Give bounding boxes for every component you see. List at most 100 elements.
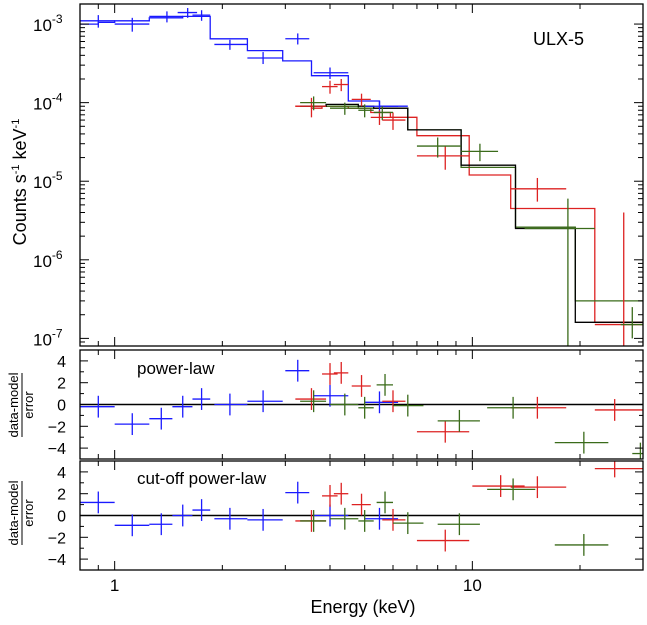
green-data-point xyxy=(300,390,327,413)
red-data-point xyxy=(416,146,470,170)
green-data-point xyxy=(487,396,536,419)
powerlaw-panel-title: power-law xyxy=(137,359,215,378)
red-data-point xyxy=(351,493,371,516)
y-tick-label-exponent: -7 xyxy=(52,326,63,340)
blue-data-point xyxy=(149,11,183,23)
spectrum-y-axis-label: Counts s-1 keV-1 xyxy=(10,119,30,246)
spectrum-title: ULX-5 xyxy=(533,29,584,49)
y-tick-label: 10-5 xyxy=(33,169,63,192)
blue-data-point xyxy=(172,395,193,418)
green-data-point xyxy=(416,137,462,158)
y-tick-label-base: 10 xyxy=(33,173,52,192)
plot-layer xyxy=(80,8,643,556)
cutoff-ylabel-denominator: error xyxy=(21,499,36,527)
y-tick-label: −4 xyxy=(48,441,66,458)
green-data-point xyxy=(392,394,424,417)
red-data-point xyxy=(322,484,338,507)
y-tick-label: 0 xyxy=(57,509,66,526)
blue-data-point xyxy=(114,413,150,436)
red-data-point xyxy=(594,461,643,478)
green-data-point xyxy=(330,507,359,530)
y-tick-label: −2 xyxy=(48,530,66,547)
green-data-point xyxy=(300,510,327,532)
green-data-point xyxy=(524,198,595,346)
blue-data-point xyxy=(214,393,248,416)
red-data-point xyxy=(322,80,338,94)
x-tick-label: 10 xyxy=(463,576,482,595)
red-data-point xyxy=(295,388,327,410)
blue-data-point xyxy=(192,388,211,410)
powerlaw-y-axis-label: data-model error xyxy=(6,372,36,437)
green-data-point xyxy=(392,512,424,535)
red-model-step xyxy=(295,105,643,323)
y-tick-label-base: 10 xyxy=(33,252,52,271)
y-tick-label-base: 10 xyxy=(33,95,52,114)
powerlaw-ylabel-denominator: error xyxy=(21,391,36,419)
ylabel-sup2: -1 xyxy=(10,119,22,129)
blue-data-point xyxy=(114,514,150,537)
green-data-point xyxy=(632,442,643,459)
spectrum-frame xyxy=(79,3,644,347)
blue-data-point xyxy=(285,33,310,45)
green-data-point xyxy=(358,104,374,118)
ylabel-base: Counts s xyxy=(10,174,30,245)
y-tick-label: 2 xyxy=(57,376,66,393)
y-tick-label-exponent: -4 xyxy=(52,91,63,105)
red-data-point xyxy=(351,375,371,397)
blue-data-point xyxy=(214,39,248,50)
y-tick-label-base: 10 xyxy=(33,16,52,35)
green-data-point xyxy=(487,478,536,501)
green-model-step xyxy=(300,105,643,302)
green-data-point xyxy=(373,106,393,121)
green-data-point xyxy=(376,491,393,514)
blue-data-point xyxy=(247,52,283,65)
red-data-point xyxy=(382,112,406,130)
red-data-point xyxy=(416,529,470,552)
y-tick-label: 10-4 xyxy=(33,91,63,114)
blue-data-point xyxy=(313,384,349,407)
cutoff-ylabel-numerator: data-model xyxy=(6,480,21,545)
y-tick-label: 0 xyxy=(57,398,66,415)
blue-data-point xyxy=(177,8,198,18)
green-data-point xyxy=(554,534,609,556)
x-axis-label: Energy (keV) xyxy=(310,597,415,617)
y-tick-label-exponent: -5 xyxy=(52,169,63,183)
red-data-point xyxy=(594,399,643,421)
cutoff-panel-title: cut-off power-law xyxy=(137,469,267,488)
ylabel-sup1: -1 xyxy=(10,164,22,174)
blue-data-point xyxy=(192,499,211,521)
y-tick-label: 10-3 xyxy=(33,12,63,35)
blue-data-point xyxy=(285,359,310,382)
y-tick-label-exponent: -6 xyxy=(52,248,63,262)
blue-data-point xyxy=(149,513,173,536)
blue-data-point xyxy=(247,390,283,413)
y-tick-label: −2 xyxy=(48,419,66,436)
residuals-cutoff-marks xyxy=(80,461,643,556)
blue-data-point xyxy=(149,407,173,430)
y-tick-label: −4 xyxy=(48,552,66,569)
green-data-point xyxy=(554,431,609,454)
red-data-point xyxy=(594,212,643,346)
red-data-point xyxy=(333,361,349,384)
y-tick-label: 4 xyxy=(57,465,66,482)
red-data-point xyxy=(333,482,349,505)
blue-data-point xyxy=(192,10,211,21)
red-data-point xyxy=(382,508,406,531)
red-data-point xyxy=(351,93,371,107)
green-data-point xyxy=(358,396,374,419)
blue-data-point xyxy=(313,67,349,79)
residuals-powerlaw-marks xyxy=(80,359,643,459)
red-data-point xyxy=(333,78,349,92)
y-tick-label: 2 xyxy=(57,487,66,504)
blue-data-point xyxy=(214,507,248,530)
green-data-point xyxy=(300,96,327,111)
green-data-point xyxy=(437,409,480,432)
blue-data-point xyxy=(114,17,150,32)
red-data-point xyxy=(472,475,525,497)
y-tick-label: 4 xyxy=(57,354,66,371)
y-tick-label-exponent: -3 xyxy=(52,12,63,26)
red-data-point xyxy=(382,390,406,413)
cutoff-y-axis-label: data-model error xyxy=(6,480,36,545)
